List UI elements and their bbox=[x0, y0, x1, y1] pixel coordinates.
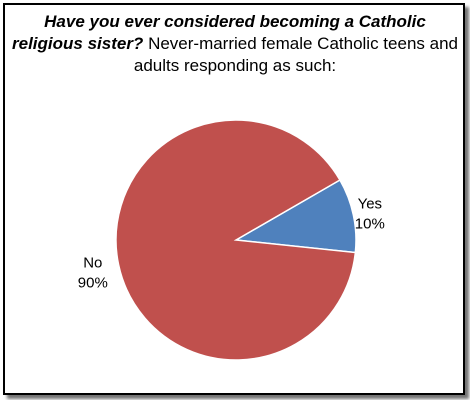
chart-title-description: Never-married female Catholic teens and … bbox=[133, 34, 458, 75]
chart-title-question: Have you ever considered becoming a Cath… bbox=[12, 12, 426, 53]
pie-slice-no bbox=[115, 119, 357, 361]
pie-value-yes: 10% bbox=[355, 216, 385, 233]
pie-value-no: 90% bbox=[78, 274, 108, 291]
pie-label-yes: Yes bbox=[358, 196, 382, 213]
pie-slices bbox=[115, 119, 357, 361]
pie-labels: Yes 10% No 90% bbox=[78, 196, 385, 292]
pie-label-no: No bbox=[83, 254, 102, 271]
chart-title: Have you ever considered becoming a Cath… bbox=[10, 11, 460, 77]
pie-slice-yes bbox=[233, 178, 357, 254]
